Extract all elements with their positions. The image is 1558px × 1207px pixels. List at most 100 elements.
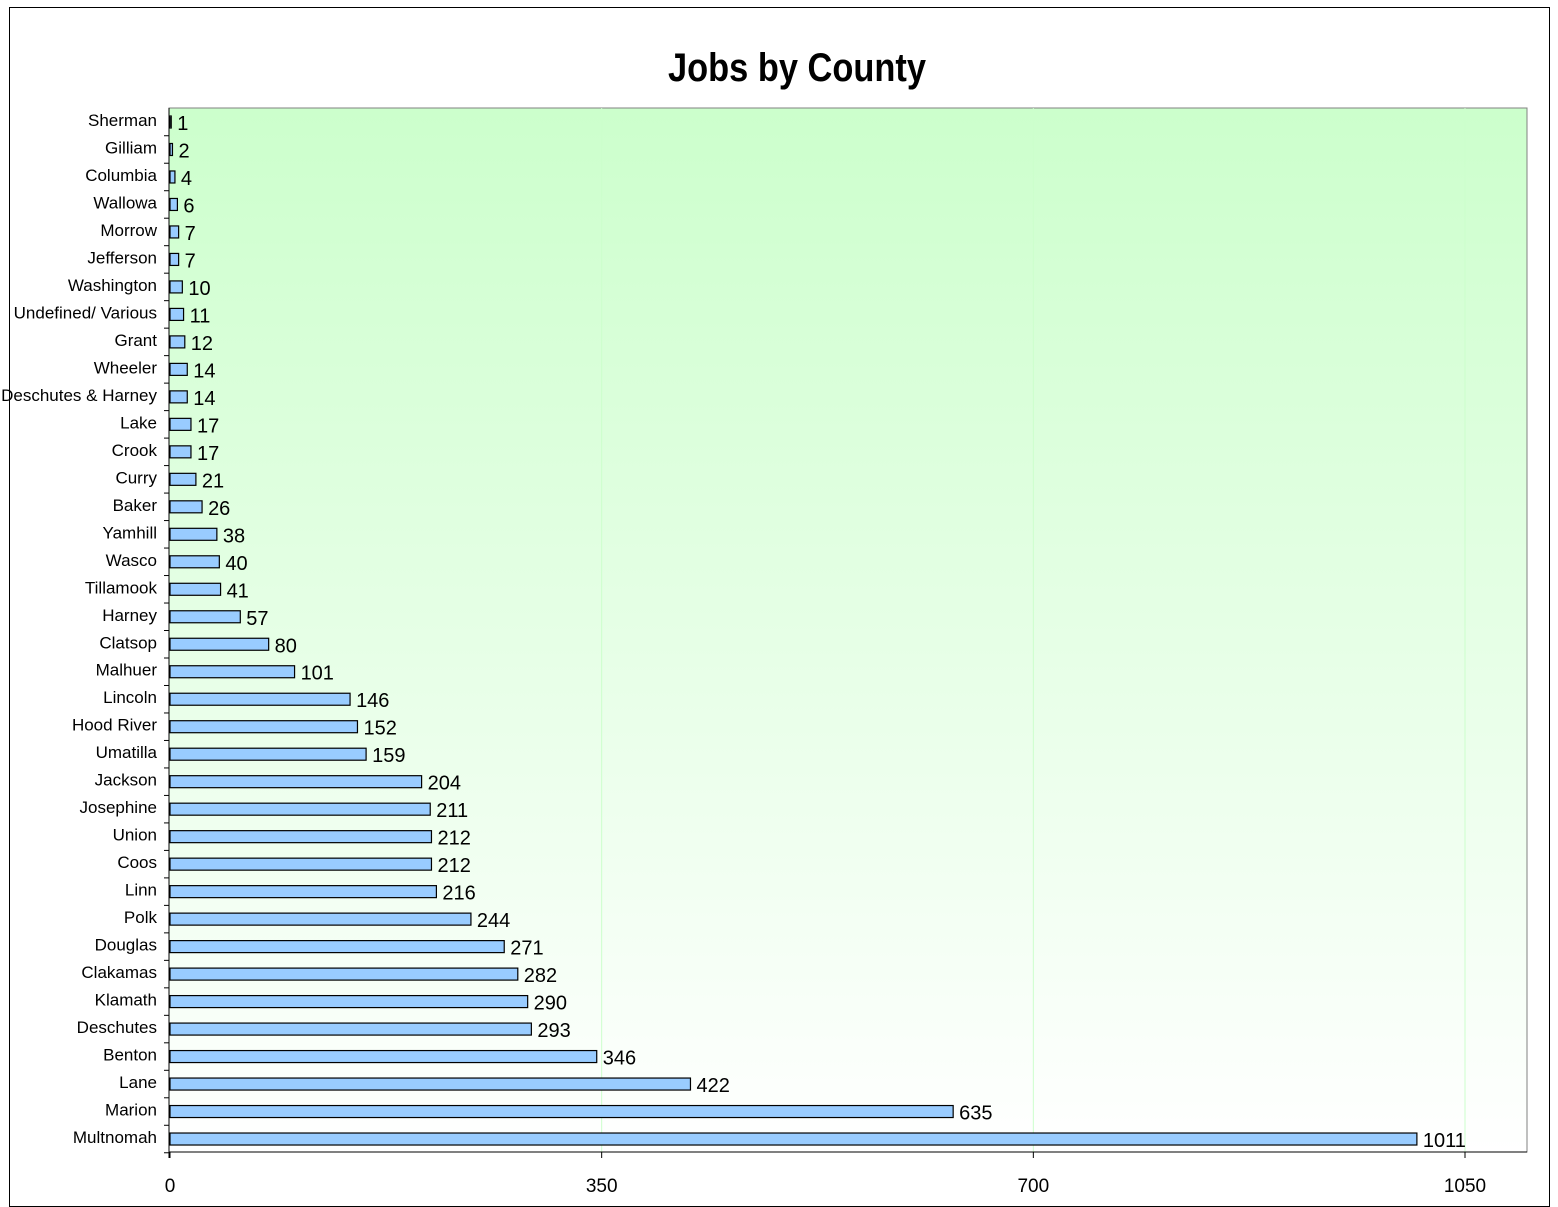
value-label: 101 [301, 663, 334, 685]
bar-wasco [169, 555, 220, 569]
value-label: 290 [534, 993, 567, 1015]
bar-washington [169, 280, 183, 294]
bar-hood-river [169, 720, 359, 734]
value-label: 6 [183, 195, 194, 217]
bar-wallowa [169, 197, 179, 212]
bar-malhuer [169, 665, 296, 679]
value-label: 14 [193, 388, 215, 410]
axes [164, 108, 1527, 1158]
category-label: Morrow [100, 221, 157, 240]
category-label: Union [113, 826, 157, 845]
category-label: Sherman [88, 111, 157, 130]
bar-grant [169, 335, 186, 349]
bar-douglas [169, 940, 505, 954]
x-tick-label-350: 350 [586, 1176, 618, 1197]
category-label: Polk [124, 908, 158, 927]
bar-linn [169, 885, 437, 899]
bar-clakamas [169, 967, 519, 981]
bar-benton [169, 1049, 598, 1064]
bar-lincoln [169, 692, 351, 706]
value-label: 4 [181, 168, 192, 190]
bar-clatsop [169, 637, 270, 651]
value-label: 11 [190, 305, 211, 327]
category-label: Hood River [72, 716, 157, 735]
category-label: Lincoln [103, 688, 157, 707]
category-label: Baker [113, 496, 158, 515]
value-label: 211 [436, 800, 468, 822]
category-label: Deschutes [77, 1018, 157, 1037]
category-label: Undefined/ Various [14, 303, 157, 322]
value-label: 10 [188, 278, 210, 300]
value-label: 152 [363, 718, 396, 740]
value-label: 346 [603, 1048, 636, 1070]
bar-josephine [169, 802, 431, 816]
value-label: 282 [524, 965, 557, 987]
value-label: 1 [177, 113, 188, 135]
bar-polk [169, 912, 472, 926]
category-label: Coos [117, 853, 157, 872]
bar-klamath [169, 994, 529, 1009]
value-label: 204 [428, 773, 461, 795]
x-tick-label-1050: 1050 [1444, 1176, 1486, 1197]
category-label: Washington [68, 276, 157, 295]
bar-sherman [169, 115, 172, 129]
value-label: 422 [696, 1075, 729, 1097]
bar-columbia [169, 170, 176, 184]
bar-multnomah [169, 1132, 1418, 1146]
value-label: 40 [225, 553, 247, 575]
category-label: Jefferson [87, 248, 157, 267]
category-label: Josephine [79, 798, 157, 817]
category-label: Lane [119, 1073, 157, 1092]
category-label: Clatsop [99, 633, 157, 652]
x-tick-label-0: 0 [165, 1176, 176, 1197]
category-label: Lake [120, 413, 157, 432]
category-label: Wheeler [94, 358, 158, 377]
bar-lake [169, 417, 192, 431]
bar-gilliam [169, 142, 174, 157]
gridlines [601, 108, 1466, 1152]
value-label: 212 [437, 828, 470, 850]
value-label: 271 [510, 938, 543, 960]
bar-union [169, 830, 433, 844]
value-label: 1011 [1423, 1130, 1466, 1152]
value-label: 57 [246, 608, 268, 630]
category-label: Linn [125, 881, 157, 900]
value-label: 17 [197, 443, 219, 465]
value-label: 12 [191, 333, 213, 355]
bar-coos [169, 857, 433, 871]
category-label: Benton [103, 1046, 157, 1065]
value-label: 14 [193, 360, 215, 382]
bars [169, 115, 1418, 1146]
category-label: Douglas [95, 936, 157, 955]
category-label: Grant [114, 331, 157, 350]
category-label: Wallowa [93, 193, 157, 212]
bar-morrow [169, 225, 180, 239]
value-label: 21 [202, 470, 224, 492]
bar-lane [169, 1077, 692, 1091]
bar-tillamook [169, 582, 222, 596]
value-label: 216 [442, 883, 475, 905]
value-label: 7 [185, 223, 196, 245]
category-label: Klamath [95, 991, 157, 1010]
bar-umatilla [169, 747, 367, 761]
value-label: 2 [178, 140, 189, 162]
value-label: 26 [208, 498, 230, 520]
value-label: 293 [537, 1020, 570, 1042]
value-label: 159 [372, 745, 405, 767]
bar-wheeler [169, 362, 188, 376]
value-label: 41 [227, 580, 249, 602]
bar-harney [169, 610, 241, 624]
category-label: Columbia [85, 166, 157, 185]
value-label: 244 [477, 910, 510, 932]
category-label: Curry [115, 468, 157, 487]
category-label: Wasco [106, 551, 157, 570]
x-tick-label-700: 700 [1017, 1176, 1049, 1197]
category-label: Deschutes & Harney [1, 386, 157, 405]
bar-curry [169, 472, 197, 486]
bar-deschutes-harney [169, 390, 188, 404]
category-label: Tillamook [85, 578, 158, 597]
value-label: 17 [197, 415, 219, 437]
category-label: Malhuer [96, 661, 158, 680]
category-label: Harney [102, 606, 157, 625]
value-label: 146 [356, 690, 389, 712]
